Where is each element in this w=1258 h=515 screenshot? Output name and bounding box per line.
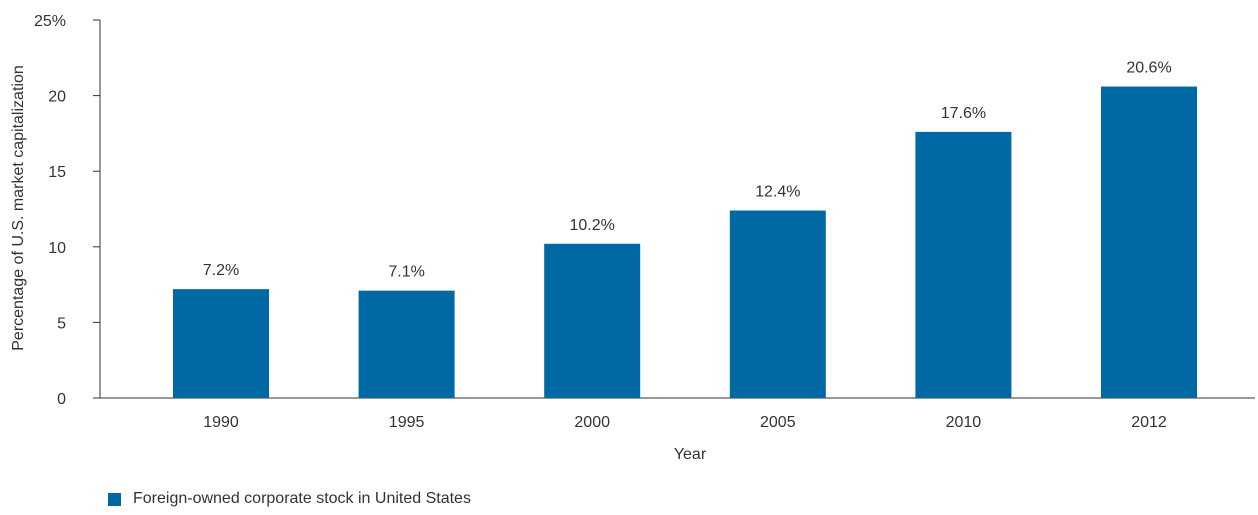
x-tick-label: 2000 xyxy=(574,414,610,431)
x-tick-label: 2005 xyxy=(760,414,796,431)
axes: 0 5 10 15 20 25% 1990 1995 2000 2005 2010 2012 xyxy=(34,13,1255,431)
x-tick-label: 1995 xyxy=(389,414,425,431)
data-label: 20.6% xyxy=(1126,60,1171,77)
data-label: 17.6% xyxy=(941,105,986,122)
bar xyxy=(358,290,455,398)
y-tick-label: 0 xyxy=(57,391,66,408)
data-label: 7.2% xyxy=(203,262,239,279)
bar xyxy=(544,243,641,398)
legend-label: Foreign-owned corporate stock in United … xyxy=(133,490,471,507)
y-axis-title: Percentage of U.S. market capitalization xyxy=(10,65,27,350)
bar xyxy=(173,289,269,398)
legend: Foreign-owned corporate stock in United … xyxy=(108,489,471,509)
bars: 7.2% 7.1% 10.2% 12.4% 17.6% 20.6% xyxy=(173,60,1197,398)
y-tick-label: 20 xyxy=(48,89,66,106)
data-label: 12.4% xyxy=(755,184,800,201)
x-tick-label: 1990 xyxy=(203,414,239,431)
x-axis-title: Year xyxy=(674,446,707,463)
y-tick-label: 5 xyxy=(57,315,66,332)
bar xyxy=(729,210,826,398)
y-tick-label: 10 xyxy=(48,240,66,257)
data-label: 10.2% xyxy=(570,217,615,234)
y-tick-label: 25% xyxy=(34,13,66,30)
x-tick-label: 2012 xyxy=(1131,414,1167,431)
data-label: 7.1% xyxy=(388,264,424,281)
x-tick-label: 2010 xyxy=(946,414,982,431)
legend-swatch xyxy=(108,492,121,506)
bar xyxy=(915,131,1012,398)
y-tick-label: 15 xyxy=(48,164,66,181)
bar xyxy=(1101,86,1197,398)
